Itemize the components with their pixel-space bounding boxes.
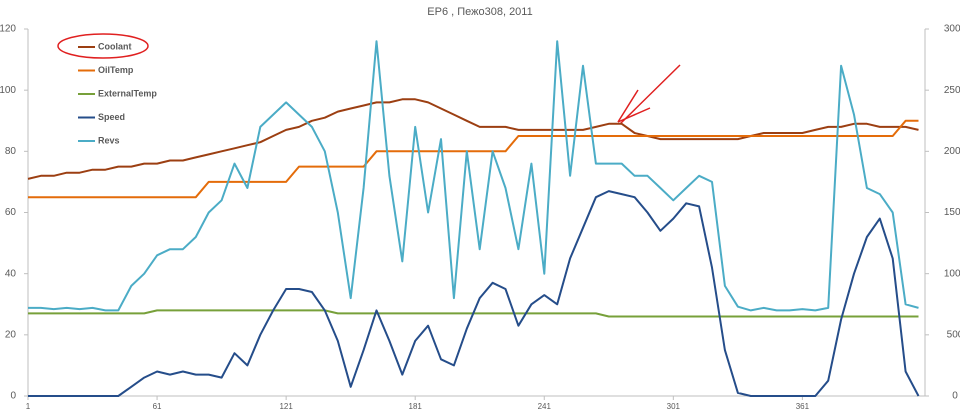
y-tick-label: 0 (10, 391, 16, 402)
y-tick-label: 40 (5, 268, 17, 279)
series-line (28, 190, 920, 397)
y2-tick-label: 2500 (944, 85, 960, 96)
x-tick-label: 61 (153, 402, 162, 411)
legend-label: ExternalTemp (98, 88, 157, 98)
chart-title: EP6 , Пежо308, 2011 (427, 6, 532, 18)
y-tick-label: 20 (5, 329, 17, 340)
y-tick-label: 60 (5, 207, 17, 218)
x-tick-label: 301 (667, 402, 681, 411)
legend-label: Speed (98, 112, 125, 122)
y2-tick-label: 2000 (944, 146, 960, 157)
y2-tick-label: 1000 (944, 268, 960, 279)
y-tick-label: 100 (0, 85, 16, 96)
highlight-circle (57, 33, 149, 59)
y2-tick-label: 3000 (944, 24, 960, 35)
legend: Coolant OilTemp ExternalTemp Speed Revs (78, 41, 157, 145)
x-tick-label: 361 (796, 402, 810, 411)
y2-tick-label: 0 (952, 391, 958, 402)
series-line (28, 119, 919, 199)
legend-label: Coolant (98, 41, 132, 51)
legend-label: OilTemp (98, 65, 134, 75)
annotation-arrow (617, 64, 681, 125)
legend-label: Revs (98, 135, 120, 145)
series-line (28, 40, 919, 312)
y2-tick-label: 500 (947, 329, 960, 340)
x-tick-label: 181 (409, 402, 423, 411)
x-tick-label: 241 (538, 402, 552, 411)
x-tick-label: 1 (26, 402, 31, 411)
y-tick-label: 120 (0, 24, 16, 35)
x-tick-label: 121 (279, 402, 293, 411)
series-line (27, 98, 919, 180)
y2-tick-label: 1500 (944, 207, 960, 218)
y-tick-label: 80 (5, 146, 17, 157)
